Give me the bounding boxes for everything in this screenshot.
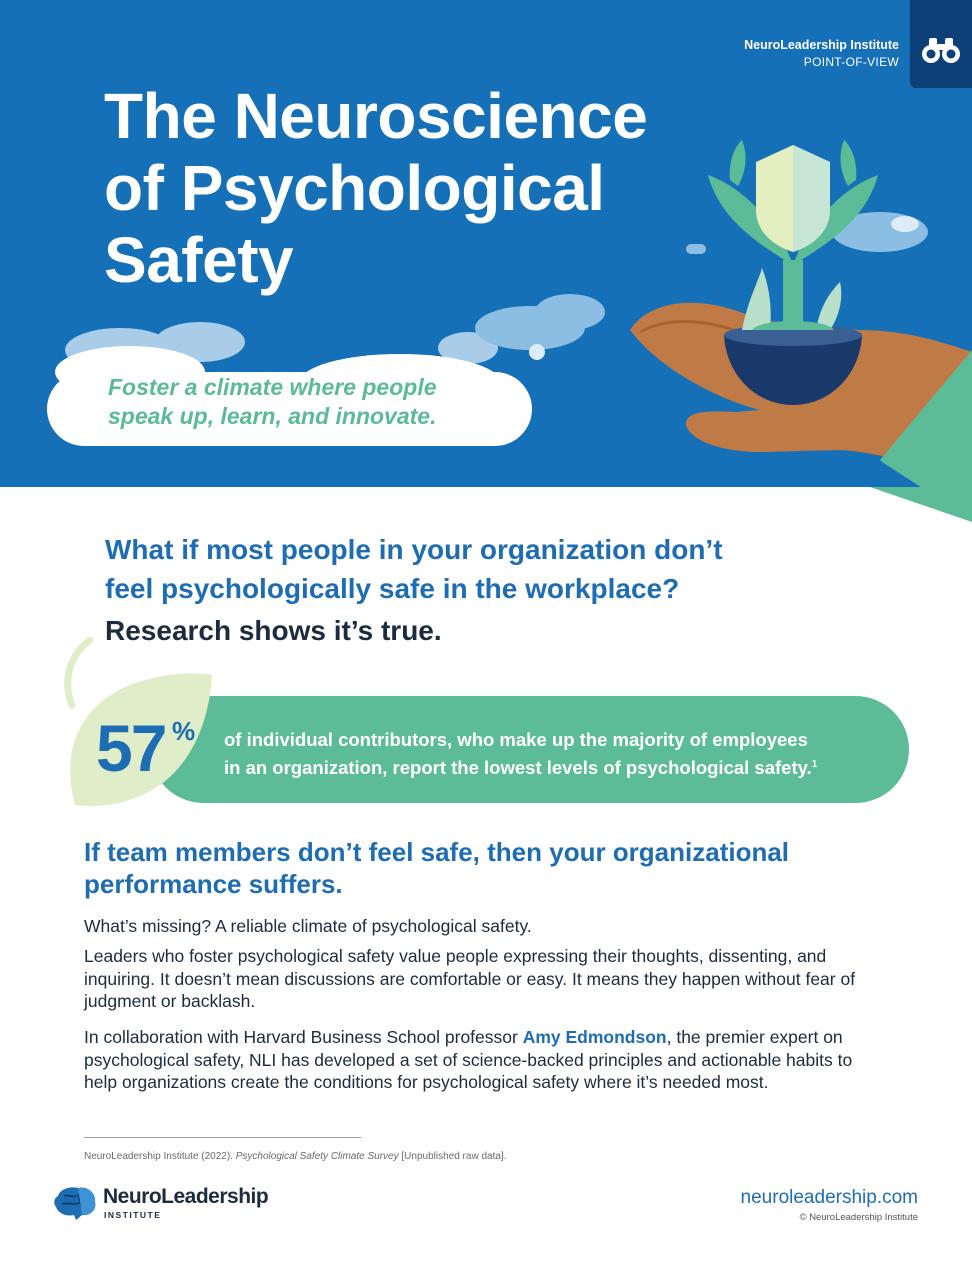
copyright: © NeuroLeadership Institute: [799, 1212, 918, 1223]
hero-banner: NeuroLeadership Institute POINT-OF-VIEW …: [0, 0, 972, 487]
page-title: The Neuroscience of Psychological Safety: [104, 80, 704, 296]
tagline: Foster a climate where people speak up, …: [108, 373, 488, 431]
footnote-text: [Unpublished raw data].: [398, 1151, 507, 1162]
shield-plant-icon: [708, 140, 878, 330]
stat-line: in an organization, report the lowest le…: [224, 757, 812, 779]
footnote: NeuroLeadership Institute (2022). Psycho…: [84, 1151, 506, 1162]
paragraph-text: In collaboration with Harvard Business S…: [84, 1027, 523, 1047]
binoculars-icon: [922, 38, 960, 63]
hero-illustration: [47, 140, 972, 487]
doc-type: POINT-OF-VIEW: [803, 55, 899, 69]
binoculars-badge: [910, 0, 972, 88]
logo-subtitle: INSTITUTE: [104, 1210, 162, 1220]
footnote-ref: 1: [811, 759, 818, 770]
stat-number: 57: [96, 711, 167, 785]
title-line: Safety: [104, 224, 294, 296]
stat-line-2: in an organization, report the lowest le…: [224, 752, 884, 780]
footnote-source-title: Psychological Safety Climate Survey: [235, 1151, 399, 1162]
stat-banner: [150, 696, 909, 803]
heading-line: performance suffers.: [84, 869, 343, 899]
leaf-decoration: [64, 636, 212, 806]
tagline-cloud: [47, 346, 532, 446]
cloud-icon: [475, 294, 605, 360]
stat-unit: %: [172, 716, 196, 746]
org-name: NeuroLeadership Institute: [744, 38, 899, 52]
tagline-line: Foster a climate where people: [108, 374, 437, 400]
expert-name: Amy Edmondson: [522, 1027, 667, 1047]
brain-logo-icon: [54, 1187, 96, 1220]
question-line: feel psychologically safe in the workpla…: [105, 573, 680, 604]
stat-description: of individual contributors, who make up …: [224, 727, 884, 780]
lead-question: What if most people in your organization…: [105, 530, 865, 608]
research-answer: Research shows it’s true.: [105, 615, 442, 646]
sleeve-decoration: [870, 487, 972, 522]
footnote-divider: [84, 1137, 361, 1138]
cloud-icon: [686, 212, 928, 254]
title-line: of Psychological: [104, 152, 605, 224]
brand-tag: NeuroLeadership Institute POINT-OF-VIEW: [744, 37, 899, 71]
footnote-text: NeuroLeadership Institute (2022).: [84, 1151, 236, 1162]
paragraph-text: , the premier expert on psychological sa…: [84, 1027, 853, 1092]
tagline-line: speak up, learn, and innovate.: [108, 403, 437, 429]
website-link[interactable]: neuroleadership.com: [740, 1187, 918, 1208]
section-heading: If team members don’t feel safe, then yo…: [84, 836, 884, 900]
heading-line: If team members don’t feel safe, then yo…: [84, 837, 790, 867]
logo-wordmark: NeuroLeadership: [103, 1185, 269, 1208]
stat-line: of individual contributors, who make up …: [224, 729, 808, 750]
paragraph: Leaders who foster psychological safety …: [84, 946, 856, 1011]
question-line: What if most people in your organization…: [105, 534, 723, 565]
paragraph: What’s missing? A reliable climate of ps…: [84, 916, 532, 936]
title-line: The Neuroscience: [104, 80, 648, 152]
paragraph: In collaboration with Harvard Business S…: [84, 1026, 874, 1094]
